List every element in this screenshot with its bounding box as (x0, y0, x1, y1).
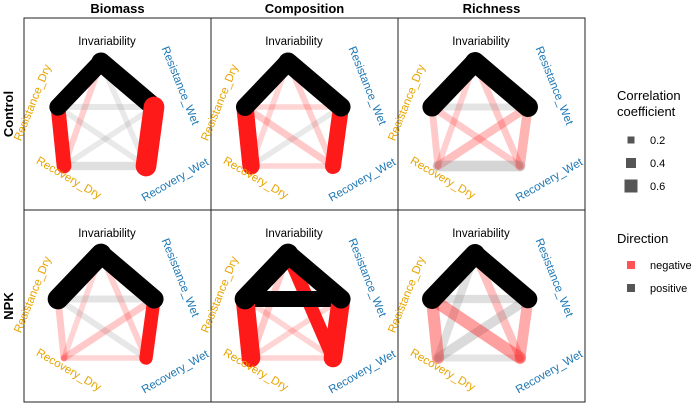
panel-control-composition: InvariabilityResistance_WetRecovery_WetR… (199, 17, 399, 211)
row-strip-control: Control (1, 91, 16, 137)
edge-invariability-resistance-dry (234, 243, 299, 310)
edge-invariability-resistance-wet (465, 52, 538, 117)
edge-resistance-wet-recovery-dry (433, 102, 533, 171)
legend-size-label-0-2: 0.2 (650, 135, 665, 147)
panel-control-biomass: InvariabilityResistance_WetRecovery_WetR… (12, 17, 212, 211)
edge-resistance-wet-recovery-dry (248, 296, 344, 361)
edge-invariability-resistance-wet (91, 244, 164, 309)
node-label-invariability: Invariability (78, 228, 136, 240)
edge-invariability-resistance-dry (422, 52, 485, 117)
panel-control-richness: InvariabilityResistance_WetRecovery_WetR… (386, 17, 586, 211)
edge-resistance-wet-recovery-dry (248, 104, 344, 169)
legend-size-label-0-6: 0.6 (650, 181, 665, 193)
edge-invariability-resistance-dry (235, 52, 298, 117)
node-label-invariability: Invariability (452, 36, 510, 48)
column-strip-composition: Composition (265, 1, 344, 16)
edge-resistance-wet-recovery-wet (139, 292, 161, 365)
panel-npk-biomass: InvariabilityResistance_WetRecovery_WetR… (12, 209, 212, 403)
row-strip-npk: NPK (1, 292, 16, 320)
legend-size-key-0-6 (624, 179, 638, 193)
legend-size-title-line1: Correlation (617, 88, 681, 103)
edge-invariability-resistance-wet (91, 52, 164, 117)
edge-invariability-resistance-wet (278, 244, 351, 309)
node-label-invariability: Invariability (265, 228, 323, 240)
edge-resistance-dry-recovery-wet (428, 103, 524, 170)
legend-size-title-line2: coefficient (617, 104, 676, 119)
legend-size-label-0-4: 0.4 (650, 158, 665, 170)
edge-resistance-dry-recovery-wet (425, 292, 527, 365)
edge-resistance-wet-recovery-dry (60, 295, 158, 362)
legend-direction-label-positive: positive (650, 283, 687, 295)
edge-invariability-resistance-dry (422, 244, 485, 309)
edge-resistance-wet-recovery-dry (61, 104, 157, 169)
edge-resistance-wet-recovery-wet (135, 96, 165, 177)
edge-resistance-dry-recovery-wet (55, 104, 149, 169)
edge-resistance-dry-recovery-dry (236, 98, 260, 175)
edge-resistance-wet-recovery-dry (433, 294, 533, 363)
edge-resistance-dry-recovery-wet (241, 103, 337, 170)
edge-resistance-dry-recovery-dry (50, 99, 72, 174)
edge-resistance-dry-recovery-wet (54, 295, 150, 362)
panel-npk-richness: InvariabilityResistance_WetRecovery_WetR… (386, 209, 586, 403)
legend-direction-label-negative: negative (650, 260, 692, 272)
edge-resistance-dry-recovery-dry (428, 103, 442, 170)
panels-layer: InvariabilityResistance_WetRecovery_WetR… (12, 17, 586, 403)
node-label-invariability: Invariability (452, 228, 510, 240)
column-strip-biomass: Biomass (90, 1, 144, 16)
edge-resistance-dry-recovery-wet (242, 296, 336, 361)
edge-resistance-wet-recovery-wet (514, 293, 534, 364)
edge-invariability-resistance-wet (278, 52, 351, 117)
edge-invariability-resistance-wet (465, 244, 538, 309)
node-label-invariability: Invariability (265, 36, 323, 48)
edge-resistance-wet-recovery-wet (325, 99, 349, 174)
edge-invariability-resistance-dry (49, 53, 110, 116)
legend-direction-key-positive (627, 284, 635, 292)
legend-size-key-0-2 (627, 136, 635, 144)
strip-labels: Biomass Composition Richness Control NPK (1, 1, 520, 320)
node-label-invariability: Invariability (78, 36, 136, 48)
panel-npk-composition: InvariabilityResistance_WetRecovery_WetR… (199, 209, 399, 403)
column-strip-richness: Richness (463, 1, 521, 16)
legend-direction-title: Direction (617, 231, 668, 246)
edge-invariability-resistance-dry (47, 243, 112, 310)
edge-resistance-wet-recovery-wet (323, 289, 351, 368)
legend-direction-key-negative (627, 261, 635, 269)
legend-size-key-0-4 (626, 158, 636, 168)
